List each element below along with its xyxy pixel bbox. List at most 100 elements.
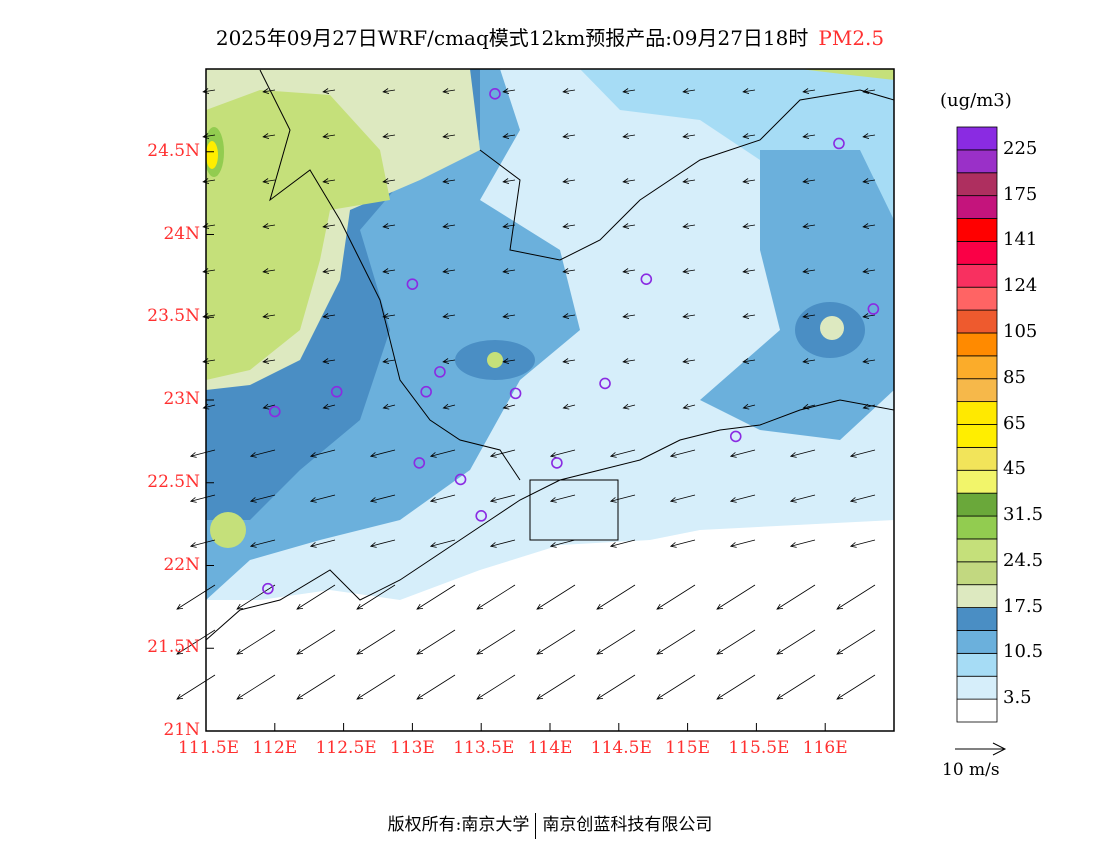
wind-arrow [562, 178, 576, 184]
wind-arrow [682, 403, 696, 410]
wind-arrow [322, 178, 336, 184]
station-marker [599, 377, 611, 390]
wind-arrow [502, 358, 516, 364]
lon-tick-label: 114E [527, 738, 573, 758]
wind-arrow [562, 403, 576, 410]
wind-arrow [416, 584, 456, 610]
wind-arrow [682, 178, 696, 184]
wind-arrow [802, 178, 816, 184]
wind-arrow [862, 178, 876, 184]
wind-legend-label: 10 m/s [942, 760, 1000, 780]
wind-arrow [802, 313, 816, 319]
colorbar-label: 10.5 [1003, 641, 1044, 663]
field-clean-sea [206, 520, 894, 731]
colorbar-segment [956, 332, 998, 357]
wind-arrow [776, 629, 816, 655]
station-marker [489, 88, 501, 100]
wind-arrow [549, 494, 576, 503]
colorbar-segment [956, 492, 998, 517]
wind-arrow [622, 133, 636, 139]
wind-arrow [262, 268, 276, 274]
colorbar-segment [956, 446, 998, 471]
station-marker [509, 387, 522, 400]
wind-arrow [669, 494, 696, 503]
wind-arrow [549, 449, 576, 458]
wind-arrow [862, 88, 876, 94]
wind-arrow [836, 584, 876, 610]
wind-arrow [682, 268, 696, 274]
colorbar-segment [956, 584, 998, 608]
wind-arrow [622, 223, 636, 229]
wind-legend-arrow [955, 742, 1007, 756]
field-band-24-sw [210, 512, 246, 548]
wind-arrow [789, 539, 816, 548]
colorbar-segment [956, 561, 998, 586]
colorbar-segment [956, 286, 998, 311]
wind-arrow [622, 88, 636, 94]
field-band-24 [206, 90, 390, 380]
colorbar-label: 105 [1003, 320, 1038, 342]
wind-arrow [309, 494, 336, 503]
lat-tick-label: 23N [163, 389, 200, 409]
station-marker [475, 510, 488, 522]
wind-arrow [669, 449, 696, 458]
wind-arrow [236, 674, 276, 700]
wind-arrow [742, 133, 756, 139]
colorbar-segment [956, 630, 998, 654]
field-band-45 [206, 141, 218, 169]
wind-arrow [622, 178, 636, 184]
wind-arrow [382, 88, 396, 94]
province-boundary-north [479, 89, 894, 261]
wind-arrow [716, 629, 756, 655]
wind-arrow [716, 584, 756, 610]
colorbar-segment [956, 195, 998, 219]
lon-tick-label: 116E [802, 738, 848, 758]
station-marker [833, 137, 845, 150]
wind-arrow [656, 629, 696, 655]
wind-arrow [622, 358, 636, 364]
wind-arrow [862, 403, 876, 410]
title-main: 2025年09月27日WRF/cmaq模式12km预报产品:09月27日18时 [215, 26, 809, 50]
stations [262, 88, 880, 595]
wind-arrow [849, 539, 876, 548]
wind-arrow [442, 88, 456, 94]
wind-arrow [742, 223, 756, 229]
wind-arrow [682, 313, 696, 319]
lon-tick-label: 113.5E [453, 738, 515, 758]
footer-company: 南京创蓝科技有限公司 [542, 815, 713, 835]
wind-arrow [536, 674, 576, 700]
colorbar-segment [956, 652, 998, 677]
lon-tick-label: 115E [665, 738, 711, 758]
wind-arrow [356, 629, 396, 655]
wind-arrow [622, 403, 636, 410]
wind-arrow [322, 133, 336, 139]
wind-arrow [476, 629, 516, 655]
colorbar-unit: (ug/m3) [940, 90, 1012, 111]
colorbar-segment [956, 218, 998, 242]
wind-arrow [236, 584, 276, 610]
wind-arrow [262, 358, 276, 364]
wind-arrow [609, 494, 636, 503]
colorbar-label: 65 [1003, 412, 1026, 434]
wind-arrow [562, 223, 576, 229]
wind-arrow [382, 358, 396, 364]
footer: 版权所有:南京大学 南京创蓝科技有限公司 [0, 810, 1100, 839]
wind-arrow [802, 223, 816, 229]
wind-arrow [249, 449, 276, 458]
wind-arrow [502, 313, 516, 319]
wind-vectors [176, 88, 876, 700]
wind-arrow [369, 449, 396, 458]
colorbar-label: 17.5 [1003, 595, 1044, 617]
colorbar-segment [956, 538, 998, 563]
wind-arrow [742, 178, 756, 184]
wind-arrow [322, 268, 336, 274]
colorbar-label: 175 [1003, 183, 1038, 205]
wind-arrow [442, 403, 456, 410]
wind-arrow [729, 494, 756, 503]
wind-arrow [236, 629, 276, 655]
colorbar-label: 24.5 [1003, 549, 1044, 571]
wind-arrow [716, 674, 756, 700]
wind-arrow [296, 674, 336, 700]
station-marker [640, 273, 653, 285]
